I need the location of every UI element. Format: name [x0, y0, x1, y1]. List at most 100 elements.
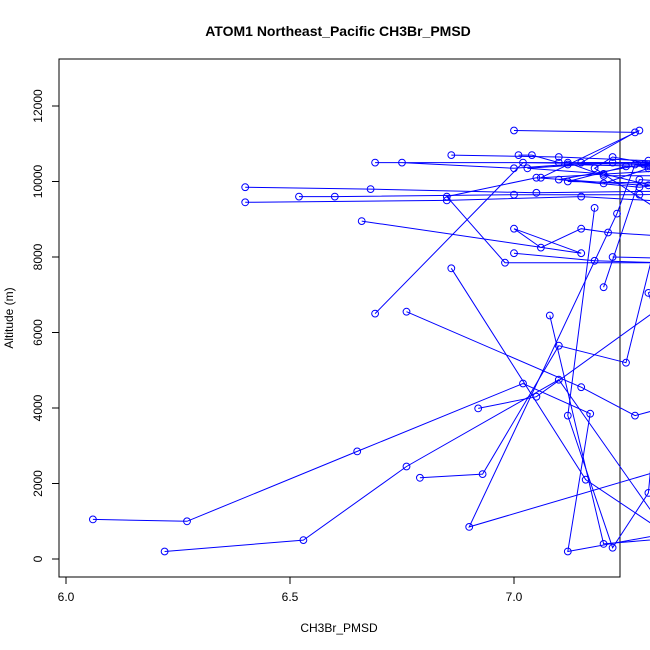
- data-point: [416, 473, 424, 482]
- series-line: [518, 154, 650, 177]
- series-line: [513, 130, 650, 164]
- data-point: [604, 228, 612, 237]
- data-point: [563, 547, 572, 556]
- data-point: [644, 289, 650, 297]
- y-tick-label: 10000: [31, 164, 45, 198]
- data-point: [608, 543, 617, 552]
- y-tick-label: 12000: [31, 89, 45, 123]
- y-tick-label: 8000: [31, 243, 45, 270]
- data-point: [554, 158, 563, 167]
- y-axis: 0 2000 4000 6000 8000 10000 12000: [31, 89, 59, 562]
- data-point: [510, 164, 518, 173]
- data-point: [586, 409, 595, 418]
- y-tick-label: 6000: [31, 319, 45, 346]
- data-point: [599, 179, 608, 188]
- data-point: [554, 375, 563, 384]
- data-point: [532, 173, 541, 182]
- chart-title: ATOM1 Northeast_Pacific CH3Br_PMSD: [205, 23, 471, 39]
- data-point: [474, 404, 483, 413]
- series-7: [241, 181, 650, 197]
- series-line: [513, 252, 650, 263]
- series-line: [603, 179, 650, 288]
- data-point: [577, 224, 586, 233]
- data-point: [447, 151, 456, 160]
- x-tick-label: 7.0: [506, 590, 523, 604]
- data-point: [577, 383, 586, 392]
- data-point: [644, 164, 650, 173]
- data-point: [599, 283, 608, 292]
- data-point: [554, 153, 563, 161]
- data-point: [519, 379, 527, 388]
- data-point: [590, 256, 599, 265]
- series-line: [164, 163, 650, 552]
- data-point: [357, 217, 366, 226]
- data-point: [299, 536, 308, 544]
- series-layer: [89, 126, 650, 556]
- series-line: [451, 154, 650, 162]
- series-15: [545, 311, 650, 548]
- series-8: [241, 192, 650, 207]
- y-tick-label: 4000: [31, 394, 45, 421]
- series-line: [361, 220, 650, 254]
- series-line: [299, 193, 650, 198]
- data-point: [644, 181, 650, 190]
- x-axis: 6.06.57.07.58.0: [58, 577, 523, 604]
- series-18: [599, 175, 650, 292]
- series-5: [416, 126, 650, 482]
- data-point: [514, 151, 523, 160]
- data-point: [599, 540, 608, 548]
- data-point: [528, 151, 536, 160]
- data-point: [295, 192, 303, 201]
- data-point: [510, 190, 518, 199]
- data-point: [590, 164, 599, 173]
- data-point: [608, 153, 617, 161]
- data-point: [545, 311, 554, 320]
- data-point: [510, 224, 518, 233]
- series-11: [447, 151, 650, 165]
- data-point: [613, 209, 621, 218]
- series-line: [406, 162, 650, 417]
- data-point: [398, 158, 406, 167]
- data-point: [89, 515, 97, 524]
- y-tick-label: 2000: [31, 470, 45, 497]
- data-point: [510, 126, 518, 135]
- data-point: [635, 126, 644, 135]
- data-point: [563, 411, 572, 420]
- data-point: [537, 243, 545, 252]
- data-point: [523, 164, 532, 173]
- data-point: [510, 249, 518, 258]
- data-point: [563, 177, 572, 186]
- data-point: [371, 309, 380, 318]
- data-point: [160, 547, 169, 556]
- data-point: [631, 128, 639, 137]
- data-point: [478, 470, 487, 479]
- data-point: [402, 307, 411, 316]
- data-point: [563, 158, 572, 167]
- plot-frame: [58, 58, 621, 578]
- series-line: [245, 184, 650, 194]
- series-17: [563, 204, 650, 552]
- data-point: [631, 411, 639, 420]
- data-point: [183, 517, 191, 526]
- data-point: [241, 198, 250, 207]
- series-line: [245, 196, 650, 203]
- data-point: [622, 358, 630, 367]
- data-point: [537, 173, 545, 182]
- data-point: [590, 204, 599, 212]
- data-point: [366, 185, 375, 194]
- x-tick-label: 6.5: [282, 590, 299, 604]
- data-point: [554, 341, 563, 350]
- data-point: [644, 156, 650, 165]
- data-point: [442, 196, 451, 205]
- data-point: [635, 183, 644, 192]
- data-point: [330, 192, 339, 201]
- series-12: [510, 126, 650, 167]
- series-line: [549, 315, 650, 545]
- series-10: [357, 217, 650, 258]
- data-point: [640, 160, 648, 169]
- data-point: [532, 188, 541, 197]
- y-tick-label: 0: [31, 555, 45, 562]
- series-line: [419, 130, 650, 479]
